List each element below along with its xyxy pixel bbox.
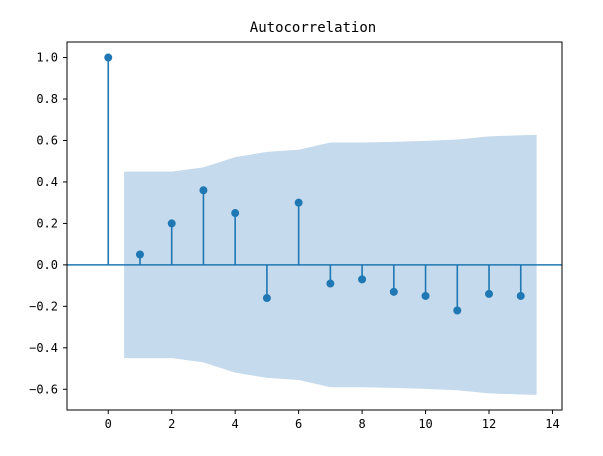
x-tick-label: 4 <box>232 417 239 431</box>
stem-marker-lag-10 <box>421 291 430 300</box>
x-tick-label: 12 <box>482 417 496 431</box>
stem-marker-lag-6 <box>294 198 303 207</box>
x-tick-label: 8 <box>358 417 365 431</box>
stem-marker-lag-2 <box>167 219 176 228</box>
y-tick-label: 1.0 <box>36 51 58 65</box>
y-tick-label: −0.6 <box>29 382 58 396</box>
stem-marker-lag-1 <box>135 250 144 259</box>
axes-layer: 0 2 4 6 8 10 12 14 1.0 0.8 0.6 0.4 0.2 0.0 −0.2 −0.4 −0.… <box>29 41 563 431</box>
y-tick-label: 0.6 <box>36 133 58 147</box>
stem-marker-lag-11 <box>453 306 462 315</box>
stem-marker-lag-8 <box>358 275 367 284</box>
stems-layer <box>104 53 525 315</box>
stem-marker-lag-4 <box>231 209 240 218</box>
x-tick-label: 14 <box>545 417 559 431</box>
x-tick-label: 2 <box>168 417 175 431</box>
stem-marker-lag-7 <box>326 279 335 288</box>
stem-marker-lag-5 <box>262 294 271 303</box>
x-tick-label: 0 <box>105 417 112 431</box>
stem-marker-lag-9 <box>389 287 398 296</box>
stem-marker-lag-3 <box>199 186 208 195</box>
y-tick-label: 0.2 <box>36 216 58 230</box>
stem-marker-lag-13 <box>516 291 525 300</box>
y-tick-label: 0.0 <box>36 258 58 272</box>
stem-marker-lag-0 <box>104 53 113 62</box>
x-tick-label: 6 <box>295 417 302 431</box>
y-tick-label: −0.4 <box>29 341 58 355</box>
y-tick-label: −0.2 <box>29 299 58 313</box>
chart-title: Autocorrelation <box>250 20 376 36</box>
y-tick-label: 0.4 <box>36 175 58 189</box>
x-tick-label: 10 <box>418 417 432 431</box>
stem-marker-lag-12 <box>485 289 494 298</box>
y-tick-label: 0.8 <box>36 92 58 106</box>
plot-frame <box>66 41 563 411</box>
